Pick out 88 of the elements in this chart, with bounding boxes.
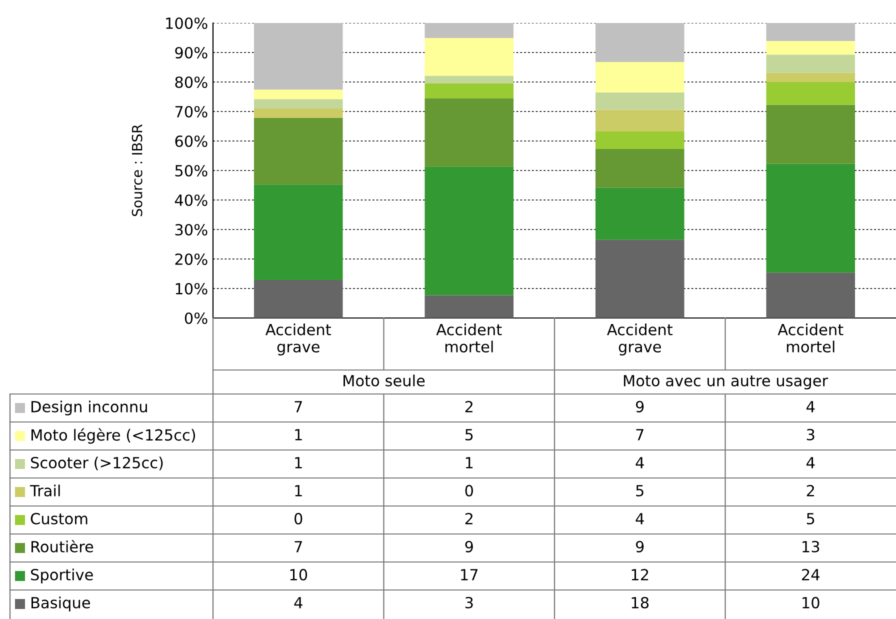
bar <box>766 23 856 41</box>
y-tick-label: 60% <box>175 135 208 148</box>
text: 10 <box>802 596 820 608</box>
y-tick-label: 20% <box>175 253 208 266</box>
y-tick-label: 40% <box>174 194 208 206</box>
legend-label: Trail <box>30 484 60 496</box>
bar <box>424 166 514 296</box>
y-tick-label: 30% <box>175 224 208 236</box>
bar <box>766 272 856 318</box>
text: 4 <box>806 457 815 468</box>
text: 17 <box>461 569 478 580</box>
text: 5 <box>636 485 644 496</box>
text: 9 <box>636 400 644 412</box>
bar <box>254 99 343 109</box>
bar <box>254 118 343 185</box>
text: 9 <box>465 540 473 552</box>
bar <box>595 23 684 62</box>
legend-label: Sportive <box>31 568 93 584</box>
bar <box>424 295 514 318</box>
text: 5 <box>465 429 473 440</box>
bar <box>254 90 343 100</box>
bar <box>766 164 856 273</box>
legend-label: Custom <box>30 512 88 524</box>
bar <box>766 54 856 73</box>
text: 4 <box>806 401 815 412</box>
text: 7 <box>294 401 302 412</box>
legend-label: Scooter (>125cc) <box>31 456 163 470</box>
text: 3 <box>465 596 473 608</box>
text: 24 <box>802 568 820 580</box>
x-tick-label: Accident grave <box>265 324 332 356</box>
bar <box>766 40 856 55</box>
text: 7 <box>636 429 644 440</box>
text: 1 <box>295 457 302 468</box>
x-tick-label: Accident grave <box>606 324 673 356</box>
bar <box>766 104 856 164</box>
text: 3 <box>806 428 814 440</box>
y-tick-label: 80% <box>175 76 208 88</box>
legend-label: Basique <box>32 596 90 612</box>
bar <box>254 184 343 280</box>
text: 0 <box>294 512 302 524</box>
y-tick-label: 50% <box>175 164 208 177</box>
bar <box>254 108 343 118</box>
bar <box>424 38 514 76</box>
legend-label: Moto légère (<125cc) <box>32 428 196 444</box>
y-axis-title: Source : IBSR <box>132 124 142 216</box>
x-tick-label: Accident mortel <box>778 324 844 352</box>
text: 9 <box>636 540 644 552</box>
bar <box>424 76 514 84</box>
text: 4 <box>636 457 644 468</box>
bar <box>254 280 343 318</box>
text: 1 <box>295 429 302 440</box>
text: 4 <box>636 513 644 524</box>
bar <box>595 110 684 132</box>
x-tick-label: Accident mortel <box>436 324 502 352</box>
legend-label: Design inconnu <box>32 400 147 416</box>
text: 2 <box>806 484 814 496</box>
text: 18 <box>632 596 649 608</box>
text: 5 <box>806 513 814 524</box>
y-tick-label: 70% <box>175 106 208 118</box>
bar <box>595 92 684 110</box>
bar <box>766 82 856 105</box>
text: 1 <box>466 457 473 468</box>
text: Moto avec un autre usager <box>624 375 828 390</box>
bar <box>595 132 684 149</box>
text: 13 <box>802 540 820 552</box>
y-tick-label: 0% <box>184 312 208 324</box>
text: 7 <box>294 541 302 552</box>
text: 12 <box>632 568 648 580</box>
text: 4 <box>294 597 302 608</box>
bar <box>766 72 856 82</box>
bar <box>254 23 343 90</box>
text: 2 <box>465 400 472 412</box>
text: 0 <box>465 484 473 496</box>
bar <box>424 98 514 167</box>
y-tick-label: 10% <box>176 282 208 295</box>
text: Moto seule <box>344 374 425 386</box>
y-tick-label: 100% <box>166 17 208 30</box>
legend-label: Routière <box>32 540 94 552</box>
text: 10 <box>290 568 308 580</box>
bar <box>595 62 684 92</box>
bar <box>595 240 684 318</box>
bar <box>424 83 514 99</box>
text: 2 <box>465 512 472 524</box>
bar <box>424 23 514 38</box>
y-tick-label: 90% <box>175 46 208 59</box>
bar <box>595 148 684 188</box>
bar <box>595 188 684 240</box>
text: 1 <box>295 485 302 496</box>
